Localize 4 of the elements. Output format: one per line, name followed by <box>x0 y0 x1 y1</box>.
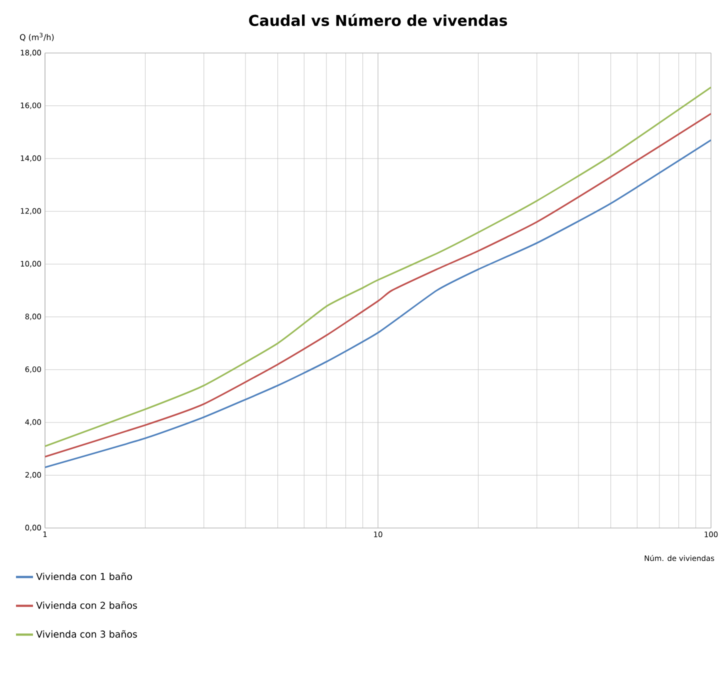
legend-label: Vivienda con 1 baño <box>36 572 132 580</box>
legend-label: Vivienda con 2 baños <box>36 601 137 609</box>
legend-label: Vivienda con 3 baños <box>36 630 137 638</box>
chart-title: Caudal vs Número de vivendas <box>249 14 508 26</box>
